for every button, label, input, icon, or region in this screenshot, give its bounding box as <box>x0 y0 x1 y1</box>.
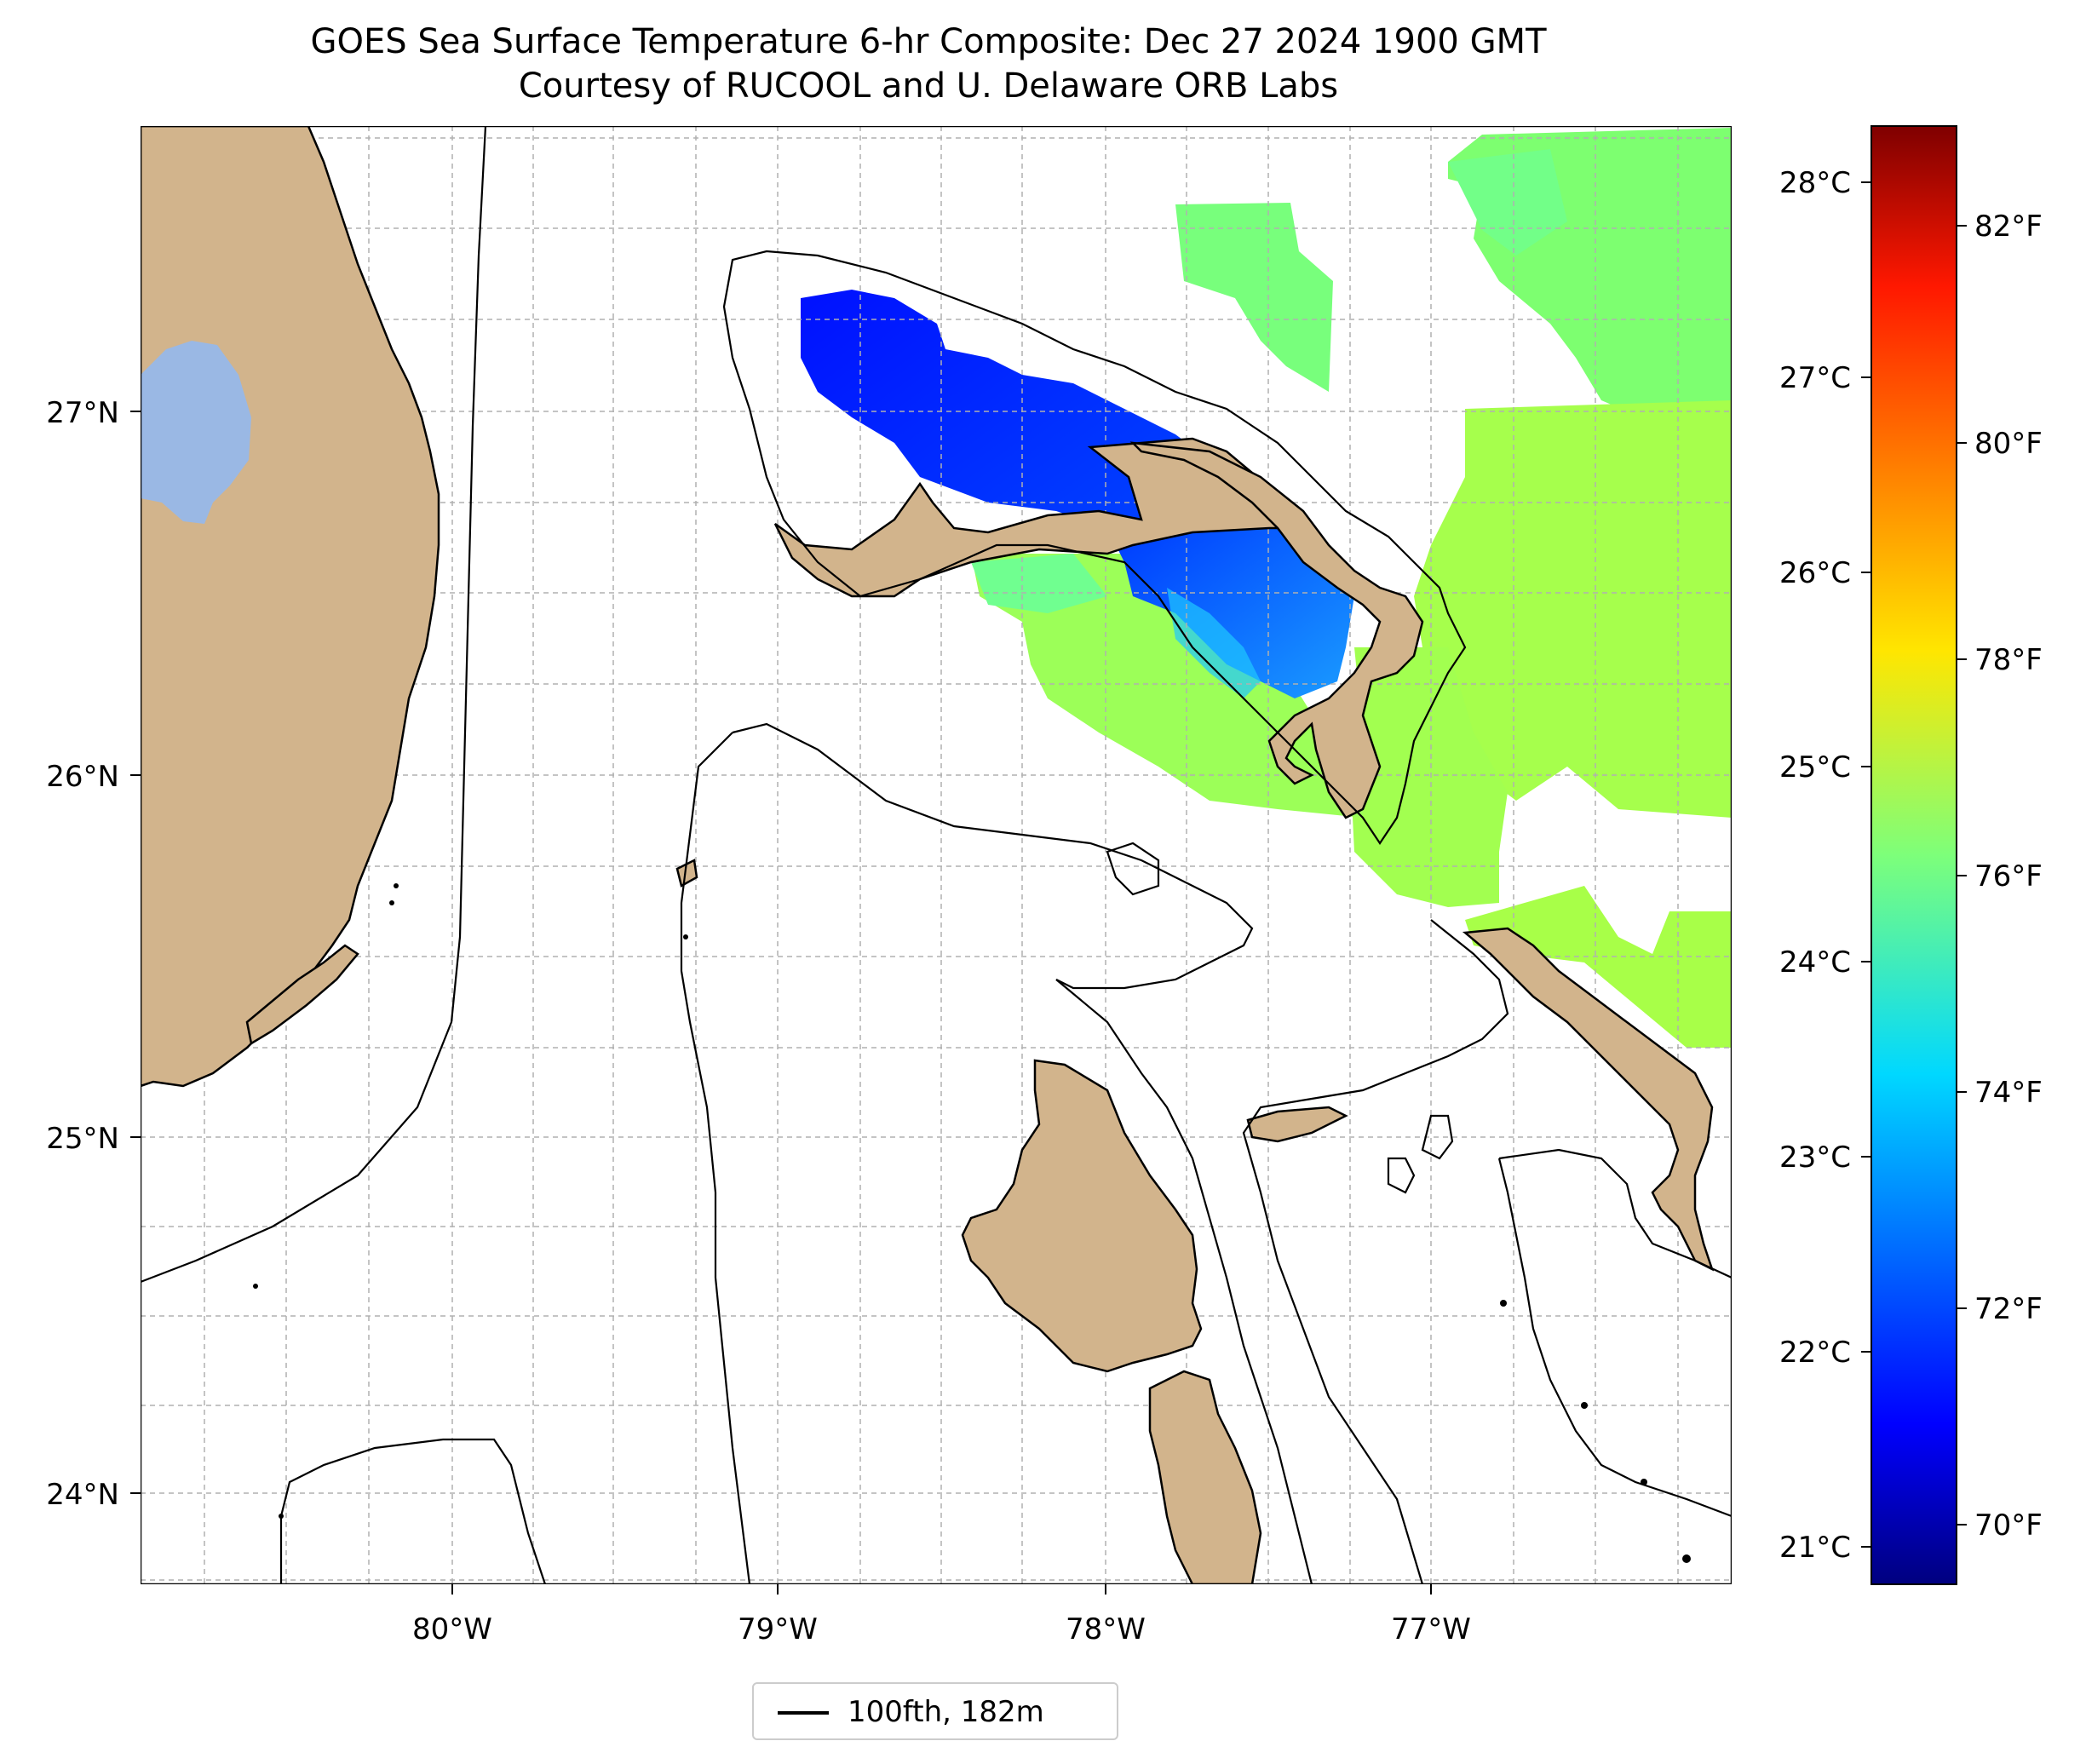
berry-islands <box>1246 1106 1348 1143</box>
sst-south-region <box>1350 647 1508 907</box>
title-line-2: Courtesy of RUCOOL and U. Delaware ORB L… <box>519 66 1338 106</box>
legend: 100fth, 182m <box>752 1682 1118 1740</box>
c-tick-26: 26°C <box>1779 556 1851 590</box>
great-abaco <box>1129 441 1424 819</box>
f-tick-80: 80°F <box>1974 427 2043 461</box>
c-tick-25: 25°C <box>1779 750 1851 784</box>
legend-line-swatch <box>778 1711 829 1715</box>
f-tick-74: 74°F <box>1974 1076 2043 1110</box>
isobath-100fth <box>141 126 1732 1584</box>
c-tick-27: 27°C <box>1779 361 1851 395</box>
sst-cold-region <box>801 290 1354 698</box>
axis-ticks <box>130 411 1432 1594</box>
sst-field <box>801 128 1732 1048</box>
colorbar-gradient <box>1871 125 1957 1585</box>
sst-east-region <box>1414 400 1732 818</box>
colorbar-fahrenheit-labels: 70°F 72°F 74°F 76°F 78°F 80°F 82°F <box>1974 210 2043 1543</box>
small-cays <box>253 883 1691 1563</box>
f-tick-82: 82°F <box>1974 210 2043 244</box>
lon-tick-labels: 80°W 79°W 78°W 77°W <box>412 1612 1471 1646</box>
lat-tick-24n: 24°N <box>46 1478 119 1512</box>
c-tick-23: 23°C <box>1779 1141 1851 1175</box>
title-line-1: GOES Sea Surface Temperature 6-hr Compos… <box>310 22 1547 61</box>
c-tick-24: 24°C <box>1779 945 1851 980</box>
land <box>141 126 1715 1584</box>
f-tick-76: 76°F <box>1974 859 2043 893</box>
cay-sal-keys <box>245 944 359 1045</box>
lat-tick-27n: 27°N <box>46 396 119 430</box>
sst-cyan-edge <box>1167 588 1261 698</box>
colorbar-celsius-labels: 21°C 22°C 23°C 24°C 25°C 26°C 27°C 28°C <box>1779 166 1851 1565</box>
bimini <box>675 859 698 888</box>
sst-top-patch <box>1175 203 1333 392</box>
f-tick-72: 72°F <box>1974 1292 2043 1326</box>
colorbar-fahrenheit-ticks <box>1957 225 1967 1526</box>
sst-warm-small <box>971 554 1107 613</box>
andros-south <box>1148 1370 1262 1584</box>
lon-tick-80w: 80°W <box>412 1612 492 1646</box>
lon-tick-79w: 79°W <box>738 1612 818 1646</box>
colorbar: 21°C 22°C 23°C 24°C 25°C 26°C 27°C 28°C … <box>1779 125 2043 1585</box>
c-tick-28: 28°C <box>1779 166 1851 200</box>
f-tick-78: 78°F <box>1974 643 2043 677</box>
c-tick-22: 22°C <box>1779 1336 1851 1370</box>
lon-tick-78w: 78°W <box>1066 1612 1146 1646</box>
colorbar-celsius-ticks <box>1861 181 1871 1548</box>
c-tick-21: 21°C <box>1779 1531 1851 1565</box>
legend-label: 100fth, 182m <box>848 1695 1044 1729</box>
f-tick-70: 70°F <box>1974 1508 2043 1543</box>
lat-tick-26n: 26°N <box>46 760 119 794</box>
lat-tick-25n: 25°N <box>46 1122 119 1156</box>
map-area <box>141 126 1732 1584</box>
sst-bank-south <box>971 554 1363 818</box>
lat-tick-labels: 27°N 26°N 25°N 24°N <box>46 396 119 1512</box>
andros <box>961 1059 1203 1373</box>
lon-tick-77w: 77°W <box>1391 1612 1471 1646</box>
sst-southeast-patch <box>1465 886 1732 1048</box>
lake-okeechobee <box>141 341 251 524</box>
